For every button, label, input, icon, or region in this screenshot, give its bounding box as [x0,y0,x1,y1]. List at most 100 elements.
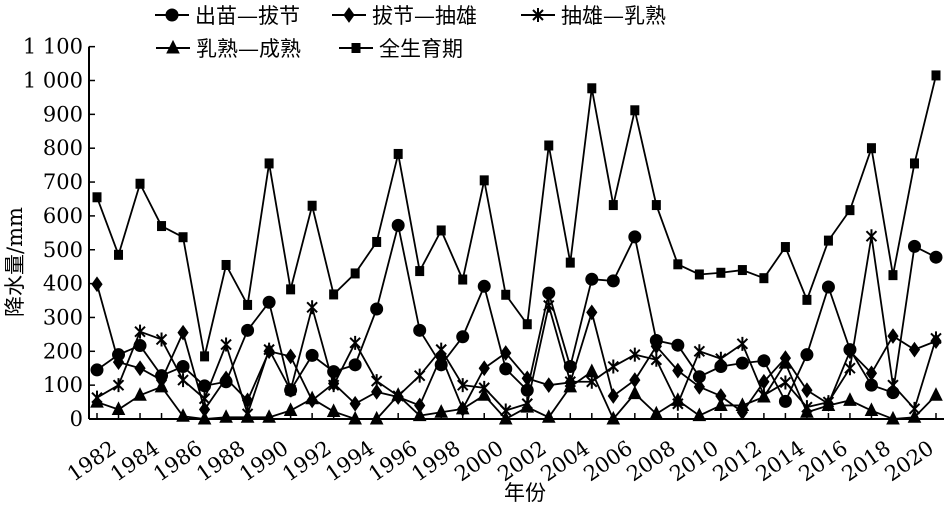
data-point-diamond [908,341,921,358]
data-point-diamond [177,324,189,341]
data-point-triangle [778,355,793,369]
data-point-square [737,265,747,276]
data-point-circle [477,279,491,293]
x-tick-label: 1994 [321,436,379,486]
data-point-star [306,300,318,315]
data-point-diamond [543,377,555,394]
legend-item: 抽雄—乳熟 [521,4,666,28]
data-point-circle [305,348,319,362]
legend-marker-square-icon [351,43,361,53]
y-tick-label: 100 [43,373,83,397]
data-point-triangle [498,410,513,425]
data-point-diamond [500,345,512,361]
data-point-circle [542,286,556,300]
series-line [96,361,937,421]
x-tick-label: 2012 [708,436,766,486]
x-tick-label: 1990 [235,436,293,486]
data-point-square [565,257,575,268]
data-point-square [221,259,231,270]
data-point-star [736,336,749,351]
data-point-square [587,83,597,94]
data-point-square [243,299,253,310]
data-point-diamond [371,384,383,400]
data-point-diamond [134,360,146,377]
series-line [96,75,937,357]
data-point-diamond [91,276,103,293]
data-point-circle [585,272,599,286]
legend-marker-star-icon [532,8,544,22]
data-point-triangle [412,407,427,422]
x-tick-label: 1992 [278,436,336,486]
data-point-square [135,178,145,189]
data-point-triangle [886,410,900,425]
data-point-circle [262,295,276,309]
data-point-star [887,378,899,393]
y-tick-label: 200 [43,339,83,363]
data-point-star [629,347,641,362]
data-point-triangle [628,385,642,400]
y-tick-label: 1 100 [23,35,83,59]
data-point-square [501,289,511,300]
data-point-circle [778,394,792,408]
x-tick-label: 1986 [149,436,207,486]
data-point-triangle [369,410,384,425]
data-point-circle [929,250,943,264]
x-tick-label: 2000 [450,436,508,486]
data-point-star [349,335,361,350]
x-tick-label: 2004 [536,436,594,486]
data-point-square [415,266,425,277]
data-point-triangle [864,402,879,417]
data-point-diamond [478,360,490,377]
x-tick-label: 2018 [837,436,895,486]
legend-label: 全生育期 [379,37,463,61]
data-point-diamond [693,378,705,395]
legend-marker-diamond-icon [343,7,355,23]
legend-item: 乳熟—成熟 [156,37,301,61]
x-axis-title: 年份 [504,481,546,505]
data-point-triangle [907,409,922,423]
data-point-square [759,273,769,284]
data-point-square [780,242,790,253]
data-point-square [200,351,210,362]
data-point-star [327,378,340,393]
data-point-square [845,205,855,216]
data-point-square [651,200,661,211]
y-tick-label: 600 [43,204,83,228]
series-line [96,225,937,404]
legend-marker-circle-icon [165,8,179,22]
data-point-triangle [606,410,621,425]
data-point-triangle [929,387,943,401]
y-tick-label: 1 000 [23,69,83,93]
data-point-triangle [348,410,362,425]
x-tick-label: 1996 [364,436,422,486]
data-point-triangle [735,397,750,411]
data-point-star [844,361,856,376]
data-point-star [177,373,189,388]
data-point-square [802,294,812,305]
data-point-triangle [262,409,276,423]
data-point-star [263,342,275,357]
data-point-triangle [671,392,685,406]
data-point-star [435,342,447,357]
series-triangle [90,355,943,425]
series-group [90,70,943,425]
legend-label: 拔节—抽雄 [372,4,477,28]
x-tick-label: 2010 [665,436,723,486]
data-point-square [307,200,317,211]
data-point-square [458,274,468,285]
data-point-circle [391,218,405,232]
data-point-square [931,70,941,81]
series-square [92,70,941,362]
series-circle [90,218,943,408]
data-point-triangle [434,404,449,418]
data-point-star [715,351,727,366]
data-point-square [866,143,876,154]
data-point-square [673,259,683,270]
data-point-triangle [520,399,535,413]
data-point-circle [907,239,921,253]
data-point-square [393,148,403,159]
data-point-triangle [692,407,707,422]
data-point-diamond [112,354,125,370]
